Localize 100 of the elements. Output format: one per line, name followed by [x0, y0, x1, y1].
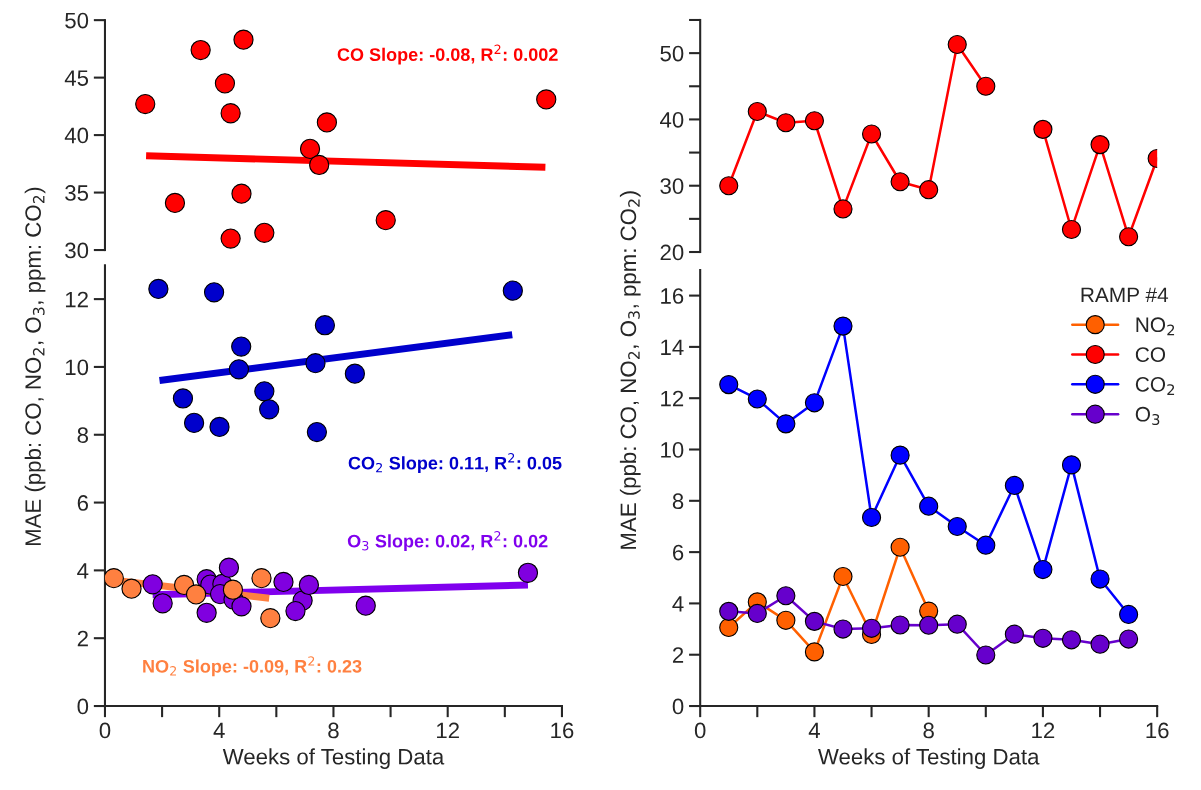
point	[260, 608, 281, 629]
point	[1119, 604, 1139, 625]
y-tick-label: 0	[77, 698, 89, 715]
point	[804, 642, 825, 662]
point	[251, 568, 272, 589]
y-tick-label: 14	[661, 339, 684, 355]
point	[218, 557, 240, 578]
point	[804, 611, 825, 631]
point	[747, 101, 767, 122]
point	[890, 615, 910, 635]
point	[222, 579, 244, 600]
point	[776, 414, 796, 434]
point	[285, 600, 306, 622]
point	[861, 507, 882, 528]
point	[947, 516, 967, 537]
x-tick-label: 8	[923, 722, 934, 739]
y-tick-label: 10	[661, 442, 684, 458]
y-tick-label: 2	[77, 630, 88, 647]
point	[517, 562, 539, 583]
x-tick-label: 16	[1146, 722, 1169, 739]
point	[947, 614, 967, 634]
annotation: CO$_{2}$ Slope: 0.11, R$^{2}$: 0.05	[348, 453, 562, 474]
point	[309, 154, 330, 176]
point	[254, 381, 275, 402]
x-tick-label: 0	[694, 722, 706, 739]
point	[299, 138, 321, 160]
y-tick-label: 2	[672, 647, 684, 663]
point	[1090, 135, 1110, 155]
point	[104, 568, 124, 589]
x-tick-label: 16	[551, 722, 574, 739]
x-axis-title: Weeks of Testing Data	[818, 748, 1040, 769]
point	[536, 89, 557, 110]
point	[228, 359, 250, 380]
y-axis-title: MAE (ppb: CO, NO$_{2}$, O$_{3}$, ppm: CO$_{2}$)	[619, 191, 641, 549]
x-tick-label: 0	[99, 722, 111, 739]
point	[121, 578, 142, 599]
x-tick-label: 12	[1032, 722, 1055, 739]
point	[719, 601, 739, 621]
annotation: O$_{3}$ Slope: 0.02, R$^{2}$: 0.02	[347, 531, 548, 552]
point	[298, 574, 320, 596]
point	[833, 199, 853, 219]
x-axis-title: Weeks of Testing Data	[222, 748, 445, 769]
legend-label: NO$_{2}$	[1136, 317, 1175, 336]
point	[833, 619, 853, 639]
point	[1033, 559, 1053, 580]
point	[1004, 624, 1024, 644]
point	[375, 210, 396, 231]
point	[220, 103, 241, 124]
point	[1119, 227, 1139, 247]
point	[183, 412, 205, 434]
y-tick-label: 6	[672, 544, 684, 561]
point	[233, 29, 254, 50]
point	[776, 113, 796, 133]
point	[185, 584, 207, 605]
legend-label: O$_{3}$	[1135, 406, 1160, 426]
point	[1033, 119, 1053, 139]
point	[861, 618, 882, 638]
annotation: CO Slope: -0.08, R$^{2}$: 0.002	[337, 44, 558, 65]
point	[135, 93, 156, 115]
point	[1090, 569, 1110, 589]
x-tick-label: 4	[213, 722, 225, 739]
point	[231, 336, 252, 357]
point	[833, 316, 853, 336]
annotation: NO$_{2}$ Slope: -0.09, R$^{2}$: 0.23	[143, 656, 362, 677]
point	[305, 353, 326, 374]
x-tick-label: 12	[437, 722, 459, 739]
y-tick-label: 16	[661, 288, 684, 304]
point	[890, 172, 910, 192]
point	[209, 416, 230, 438]
y-tick-label: 0	[672, 698, 684, 715]
point	[976, 535, 996, 555]
point	[220, 228, 241, 249]
point	[190, 39, 211, 61]
point	[344, 363, 366, 384]
point	[231, 183, 252, 204]
point	[172, 388, 194, 409]
y-tick-label: 30	[660, 178, 684, 194]
point	[947, 34, 967, 55]
y-tick-label: 10	[65, 359, 89, 376]
point	[316, 112, 338, 133]
point	[833, 566, 853, 587]
point	[273, 571, 294, 593]
point	[719, 617, 739, 638]
y-axis-title: MAE (ppb: CO, NO$_{2}$, O$_{3}$, ppm: CO$_{2}$)	[24, 187, 46, 546]
point	[976, 76, 996, 96]
point	[776, 586, 796, 606]
y-tick-label: 12	[65, 291, 88, 308]
point	[747, 389, 767, 409]
point	[214, 73, 236, 94]
point	[254, 222, 275, 243]
y-tick-label: 40	[64, 127, 89, 144]
y-tick-label: 50	[660, 45, 684, 62]
x-tick-label: 8	[328, 722, 339, 739]
point	[164, 192, 186, 214]
point	[919, 496, 939, 516]
point	[719, 176, 739, 196]
point	[152, 593, 173, 614]
point	[976, 645, 996, 665]
point	[502, 280, 523, 301]
point	[306, 421, 328, 443]
